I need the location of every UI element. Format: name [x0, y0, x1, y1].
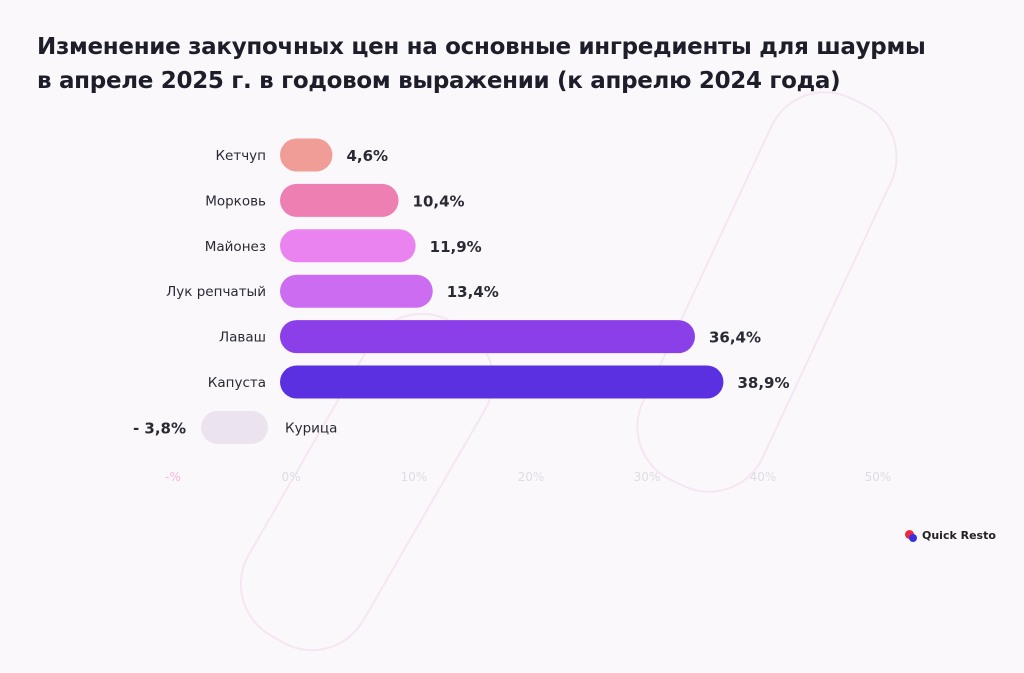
bar [280, 138, 333, 172]
x-tick-label: 10% [401, 470, 428, 484]
bar [280, 274, 433, 308]
category-label: Лук репчатый [166, 284, 266, 300]
data-label: 13,4% [447, 283, 499, 301]
bar [280, 229, 416, 263]
quick-resto-logo: Quick Resto [905, 529, 996, 542]
x-tick-label: 50% [865, 470, 892, 484]
category-label: Капуста [208, 375, 266, 391]
bar [280, 320, 695, 354]
category-label: Морковь [205, 193, 266, 209]
data-label: 4,6% [346, 147, 388, 165]
page-title: Изменение закупочных цен на основные инг… [37, 30, 926, 98]
x-tick-label: -% [165, 470, 181, 484]
bar [280, 183, 399, 217]
bar-chart: Кетчуп 4,6% Морковь 10,4% Майонез 11,9% Лук ре… [133, 138, 892, 484]
x-tick-label: 20% [518, 470, 545, 484]
category-label: Майонез [205, 239, 266, 255]
category-label: Курица [285, 420, 337, 436]
data-label: 36,4% [709, 329, 761, 347]
data-label: 10,4% [413, 192, 465, 210]
bar [280, 365, 724, 399]
category-label: Кетчуп [215, 148, 266, 164]
title-line: Изменение закупочных цен на основные инг… [37, 34, 926, 60]
category-label: Лаваш [219, 330, 266, 346]
title-line: в апреле 2025 г. в годовом выражении (к … [37, 68, 841, 94]
x-tick-label: 30% [634, 470, 661, 484]
bar [201, 410, 268, 444]
data-label: - 3,8% [133, 419, 186, 437]
x-tick-label: 40% [750, 470, 777, 484]
logo-mark-icon [905, 529, 917, 542]
x-tick-label: 0% [281, 470, 300, 484]
data-label: 11,9% [430, 238, 482, 256]
data-label: 38,9% [737, 374, 789, 392]
brand-name: Quick Resto [922, 529, 996, 542]
